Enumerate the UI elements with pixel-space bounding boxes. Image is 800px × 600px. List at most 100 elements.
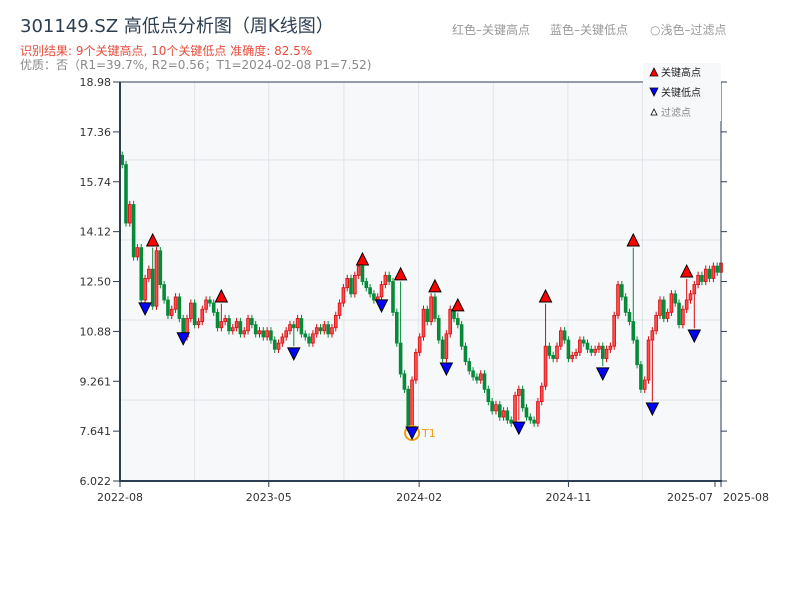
candle-down xyxy=(166,296,170,320)
candle-body xyxy=(120,154,124,165)
candle-down xyxy=(406,385,411,430)
candle-up xyxy=(353,271,357,298)
candle-up xyxy=(555,342,559,363)
candle-up xyxy=(616,280,620,320)
candle-down xyxy=(620,280,624,301)
candle-body xyxy=(524,407,529,418)
candle-body xyxy=(665,311,670,319)
candle-down xyxy=(600,342,605,367)
candle-down xyxy=(627,308,632,326)
candle-body xyxy=(368,287,372,295)
candle-down xyxy=(707,265,712,283)
candle-down xyxy=(467,357,472,375)
y-tick-label: 7.641 xyxy=(80,425,112,438)
candle-up xyxy=(295,314,300,332)
candle-down xyxy=(349,274,353,298)
candle-body xyxy=(387,274,391,282)
candle-body xyxy=(597,345,601,350)
candle-body xyxy=(128,204,132,224)
candle-down xyxy=(700,271,704,286)
candle-body xyxy=(238,321,243,335)
candle-up xyxy=(410,376,414,430)
candle-up xyxy=(246,314,250,335)
candle-up xyxy=(257,327,262,338)
candle-up xyxy=(200,305,205,326)
x-tick-label: 2022-08 xyxy=(97,491,143,504)
candle-down xyxy=(585,339,590,353)
candle-up xyxy=(284,327,288,341)
candle-up xyxy=(265,327,269,341)
candle-body xyxy=(246,318,250,332)
candle-up xyxy=(593,345,597,357)
candle-body xyxy=(200,308,205,322)
candle-body xyxy=(677,302,681,326)
key-high-marker xyxy=(428,278,442,293)
legend: 关键高点 关键低点 过滤点 xyxy=(643,63,721,121)
candle-body xyxy=(539,385,544,403)
candle-body xyxy=(337,302,342,316)
candle-body xyxy=(654,315,658,332)
candle-up xyxy=(494,401,498,415)
candle-up xyxy=(143,274,147,304)
key-low-marker xyxy=(176,332,191,346)
candle-up xyxy=(276,339,281,353)
candle-body xyxy=(696,274,700,286)
candle-up xyxy=(578,336,582,357)
candle-up xyxy=(147,265,151,283)
candle-body xyxy=(318,327,323,332)
candle-down xyxy=(131,200,136,261)
candle-body xyxy=(341,287,346,304)
candle-body xyxy=(692,284,697,295)
candle-down xyxy=(433,293,437,323)
candle-down xyxy=(524,404,529,421)
candle-body xyxy=(230,327,235,332)
candle-body xyxy=(345,278,350,289)
candle-up xyxy=(570,351,575,363)
candle-body xyxy=(250,318,254,326)
candle-up xyxy=(314,324,319,338)
candle-up xyxy=(658,296,662,320)
candle-down xyxy=(486,385,491,406)
candle-down xyxy=(307,333,311,347)
candle-up xyxy=(711,262,716,283)
candle-body xyxy=(566,339,571,359)
candle-body xyxy=(280,336,285,344)
candle-body xyxy=(593,348,597,353)
candle-body xyxy=(551,355,555,359)
candle-body xyxy=(528,416,533,421)
candle-body xyxy=(223,318,227,322)
candle-up xyxy=(692,280,697,329)
candle-body xyxy=(543,345,548,387)
legend-low-label: 关键低点 xyxy=(661,86,701,99)
candle-down xyxy=(124,160,128,227)
candle-body xyxy=(391,281,395,313)
candle-down xyxy=(581,336,586,347)
candle-up xyxy=(654,311,658,335)
candle-down xyxy=(238,317,243,338)
t1-label: T1 xyxy=(421,427,436,440)
candle-up xyxy=(154,247,159,310)
candle-body xyxy=(650,330,655,341)
candle-body xyxy=(421,308,426,338)
candle-body xyxy=(131,204,136,258)
candle-body xyxy=(467,361,472,372)
key-low-marker xyxy=(287,347,301,362)
candle-up xyxy=(536,397,540,427)
candle-up xyxy=(684,278,689,313)
legend-high-label: 关键高点 xyxy=(661,66,701,79)
candle-body xyxy=(139,247,144,301)
x-ticks: 2022-08 2023-05 2024-02 2024-11 2025-07 2025-… xyxy=(97,481,769,504)
candle-body xyxy=(253,324,258,335)
candle-body xyxy=(192,302,197,326)
candle-body xyxy=(333,315,338,329)
candle-down xyxy=(475,373,479,384)
candle-body xyxy=(616,284,620,316)
candle-body xyxy=(135,247,140,258)
quality-summary: 优质：否（R1=39.7%, R2=0.56；T1=2024-02-08 P1=… xyxy=(20,58,372,72)
candle-body xyxy=(311,333,315,344)
key-high-marker xyxy=(214,288,229,303)
candle-body xyxy=(715,265,719,273)
candle-body xyxy=(482,373,487,390)
candle-body xyxy=(314,327,319,335)
